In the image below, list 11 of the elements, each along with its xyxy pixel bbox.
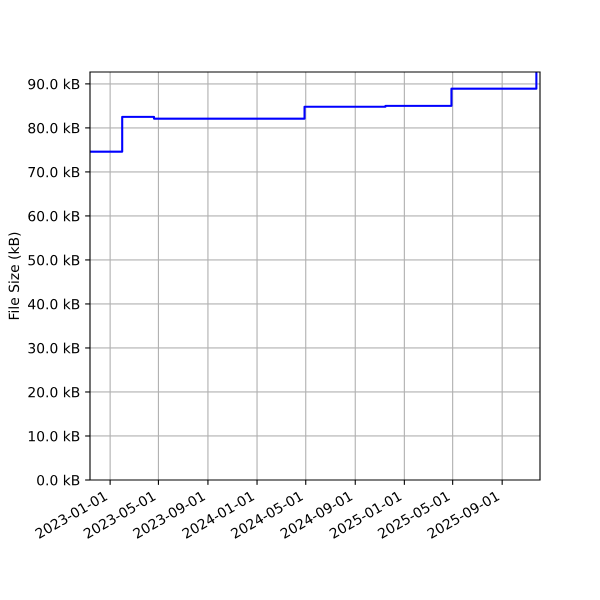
- y-tick-label: 80.0 kB: [28, 122, 80, 134]
- y-tick-label: 10.0 kB: [28, 430, 80, 442]
- y-tick-label: 50.0 kB: [28, 254, 80, 266]
- y-tick-label: 0.0 kB: [37, 474, 80, 486]
- y-tick-label: 60.0 kB: [28, 210, 80, 222]
- y-tick-label: 90.0 kB: [28, 78, 80, 90]
- y-axis-title: File Size (kB): [8, 232, 21, 320]
- y-tick-label: 20.0 kB: [28, 386, 80, 398]
- y-tick-label: 30.0 kB: [28, 342, 80, 354]
- y-tick-label: 40.0 kB: [28, 298, 80, 310]
- y-tick-label: 70.0 kB: [28, 166, 80, 178]
